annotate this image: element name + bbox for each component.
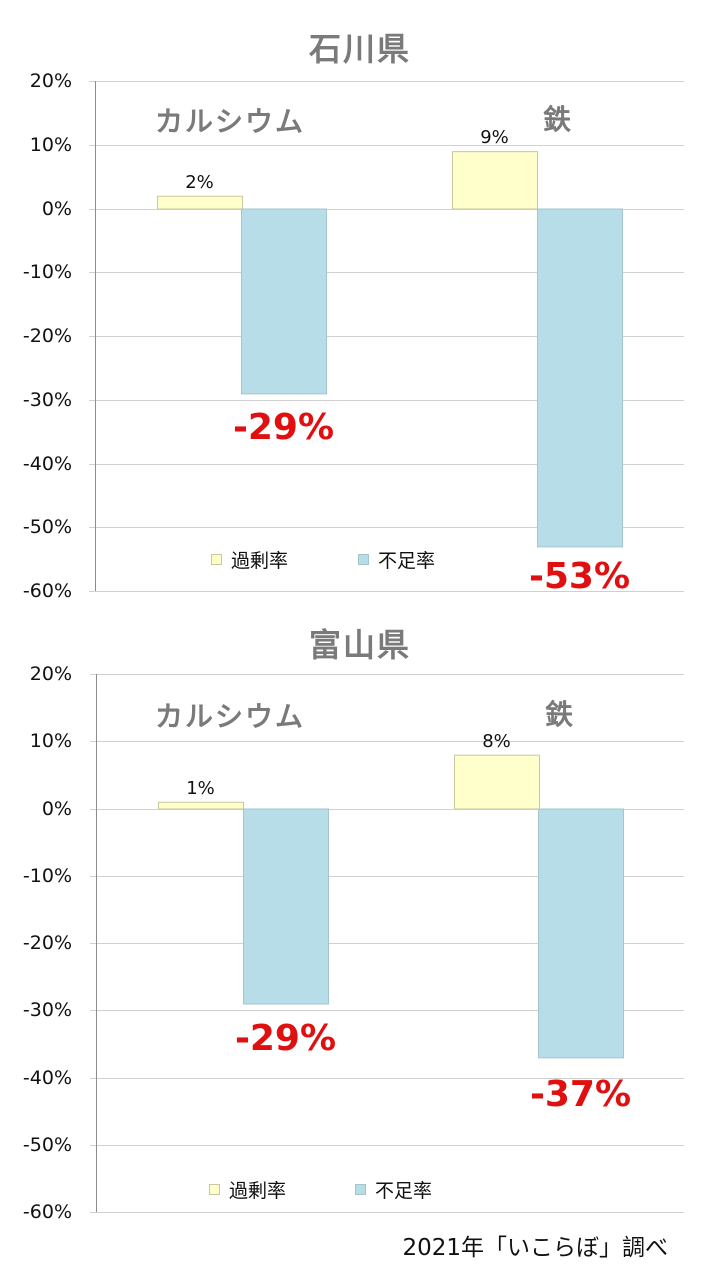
deficit-value-label: -29% (234, 1018, 337, 1059)
chart-title: 石川県 (308, 30, 411, 68)
y-tick-label: -20% (22, 324, 72, 347)
category-label: カルシウム (155, 105, 306, 138)
bar-excess (452, 151, 538, 210)
legend-item-excess: 過剰率 (211, 546, 288, 573)
y-tick-label: -30% (22, 388, 72, 411)
y-tick-label: -50% (22, 1133, 72, 1156)
y-tick-label: -10% (22, 864, 72, 887)
bar-excess (158, 801, 244, 810)
y-tick-label: -10% (22, 260, 72, 283)
y-tick-label: 20% (29, 662, 72, 685)
y-tick-label: 20% (29, 69, 72, 92)
deficit-value-label: -53% (528, 556, 631, 597)
legend-swatch (358, 554, 369, 565)
excess-value-label: 9% (480, 127, 509, 149)
deficit-value-label: -37% (529, 1074, 632, 1115)
bar-deficit (243, 808, 329, 1005)
y-tick-label: -40% (22, 1066, 72, 1089)
category-label: カルシウム (155, 700, 306, 733)
y-tick-label: 0% (41, 797, 72, 820)
y-tick-label: -50% (22, 515, 72, 538)
y-tick-label: -30% (22, 998, 72, 1021)
y-tick-label: -20% (22, 931, 72, 954)
source-footer: 2021年「いこらぼ」調べ (402, 1235, 668, 1261)
category-label: 鉄 (545, 698, 576, 731)
y-tick-label: -40% (22, 452, 72, 475)
excess-value-label: 8% (482, 730, 511, 752)
legend-label: 過剰率 (231, 550, 289, 572)
deficit-value-label: -29% (232, 407, 335, 448)
excess-value-label: 2% (185, 171, 214, 193)
legend-label: 不足率 (378, 550, 436, 572)
bar-excess (454, 754, 540, 810)
legend-item-excess: 過剰率 (209, 1176, 286, 1203)
category-label: 鉄 (543, 103, 574, 136)
legend-label: 不足率 (375, 1180, 433, 1202)
chart-title: 富山県 (308, 626, 411, 664)
bar-deficit (241, 208, 327, 395)
bar-deficit (538, 808, 624, 1059)
bar-deficit (537, 208, 623, 548)
y-tick-label: 10% (29, 729, 72, 752)
legend-item-deficit: 不足率 (355, 1176, 432, 1203)
y-tick-label: -60% (22, 1200, 72, 1223)
legend-item-deficit: 不足率 (358, 546, 435, 573)
legend-swatch (355, 1184, 366, 1195)
y-tick-label: 0% (41, 197, 72, 220)
legend-swatch (211, 554, 222, 565)
y-tick-label: 10% (29, 133, 72, 156)
legend-label: 過剰率 (229, 1180, 287, 1202)
bar-excess (157, 195, 243, 210)
y-tick-label: -60% (22, 579, 72, 602)
legend-swatch (209, 1184, 220, 1195)
excess-value-label: 1% (186, 777, 215, 799)
